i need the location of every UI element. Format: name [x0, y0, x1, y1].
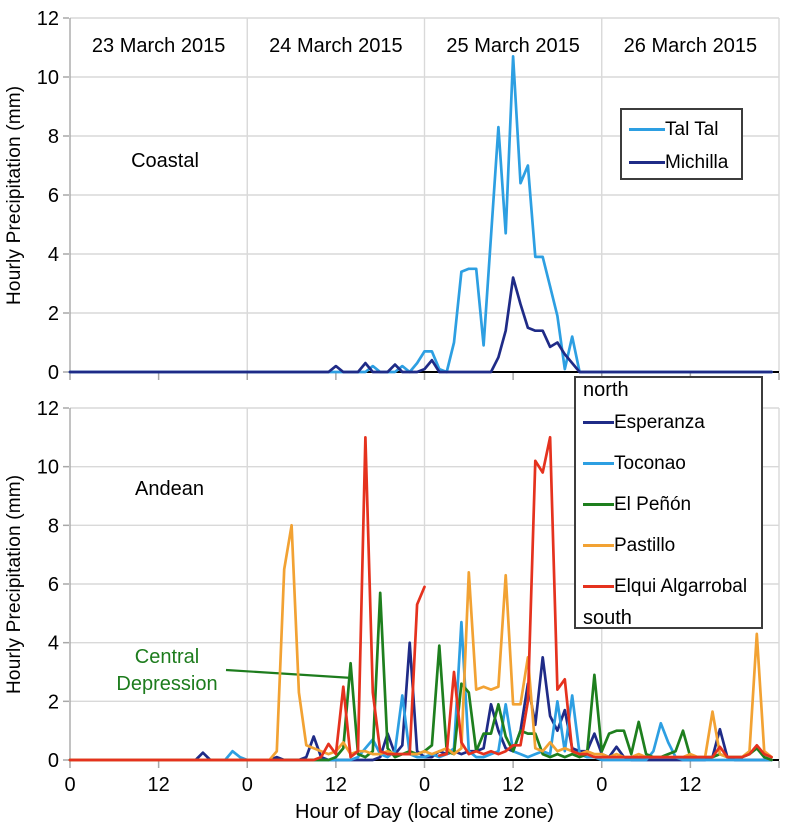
y-tick-label: 2	[48, 303, 59, 325]
coastal-legend: Tal Tal Michilla	[620, 108, 743, 180]
y-tick-label: 8	[48, 515, 59, 537]
legend-row: Pastillo	[583, 525, 761, 566]
legend-label: Tal Tal	[665, 118, 719, 140]
panel-label-andean: Andean	[135, 478, 204, 500]
legend-row: El Peñón	[583, 484, 761, 525]
legend-label: El Peñón	[614, 493, 692, 515]
legend-swatch-toconao	[583, 462, 614, 465]
legend-row: Tal Tal	[629, 113, 741, 146]
y-tick-label: 10	[37, 457, 59, 479]
x-tick-label: 0	[64, 774, 75, 796]
y-tick-label: 6	[48, 574, 59, 596]
date-header: 26 March 2015	[624, 35, 757, 57]
central-depression-annotation: Central Depression	[116, 646, 218, 695]
y-tick-label: 0	[48, 750, 59, 772]
legend-swatch-pastillo	[583, 544, 614, 547]
x-tick-label: 0	[596, 774, 607, 796]
x-tick-label: 12	[148, 774, 170, 796]
legend-row: Toconao	[583, 443, 761, 484]
legend-label: Esperanza	[614, 411, 705, 433]
y-axis-label-andean: Hourly Precipitation (mm)	[4, 474, 25, 694]
legend-row: Michilla	[629, 146, 741, 179]
legend-swatch-tal-tal	[629, 128, 665, 131]
panel-label-coastal: Coastal	[131, 150, 199, 172]
y-tick-label: 0	[48, 362, 59, 384]
x-tick-label: 0	[419, 774, 430, 796]
date-header: 23 March 2015	[92, 35, 225, 57]
y-tick-label: 4	[48, 244, 59, 266]
y-tick-label: 10	[37, 67, 59, 89]
legend-label: Elqui Algarrobal	[614, 575, 748, 597]
date-header: 25 March 2015	[446, 35, 579, 57]
series-tal-tal	[68, 55, 773, 374]
series-michilla	[68, 276, 773, 374]
y-tick-label: 6	[48, 185, 59, 207]
x-axis-label: Hour of Day (local time zone)	[295, 801, 554, 823]
legend-label: Toconao	[614, 452, 686, 474]
legend-swatch-el-pe-n	[583, 503, 614, 506]
legend-swatch-elqui-algarrobal	[583, 585, 614, 588]
y-tick-label: 12	[37, 8, 59, 30]
x-tick-label: 0	[242, 774, 253, 796]
date-header: 24 March 2015	[269, 35, 402, 57]
legend-label: Pastillo	[614, 534, 676, 556]
legend-caption-south: south	[583, 607, 632, 629]
legend-caption-north: north	[583, 379, 629, 401]
legend-swatch-esperanza	[583, 421, 614, 424]
x-tick-label: 12	[502, 774, 524, 796]
y-tick-label: 4	[48, 633, 59, 655]
y-axis-label-coastal: Hourly Precipitation (mm)	[4, 85, 25, 305]
legend-label: Michilla	[665, 151, 729, 173]
legend-row: Esperanza	[583, 402, 761, 443]
y-tick-label: 2	[48, 691, 59, 713]
annotation-pointer-line	[225, 668, 351, 679]
andean-legend: north Esperanza Toconao El Peñón Pastillo Elq…	[574, 376, 763, 629]
x-tick-label: 12	[325, 774, 347, 796]
y-tick-label: 12	[37, 398, 59, 420]
legend-row: Elqui Algarrobal	[583, 566, 761, 607]
series-elqui-algarrobal	[68, 435, 773, 762]
x-tick-label: 12	[679, 774, 701, 796]
legend-swatch-michilla	[629, 161, 665, 164]
y-tick-label: 8	[48, 126, 59, 148]
